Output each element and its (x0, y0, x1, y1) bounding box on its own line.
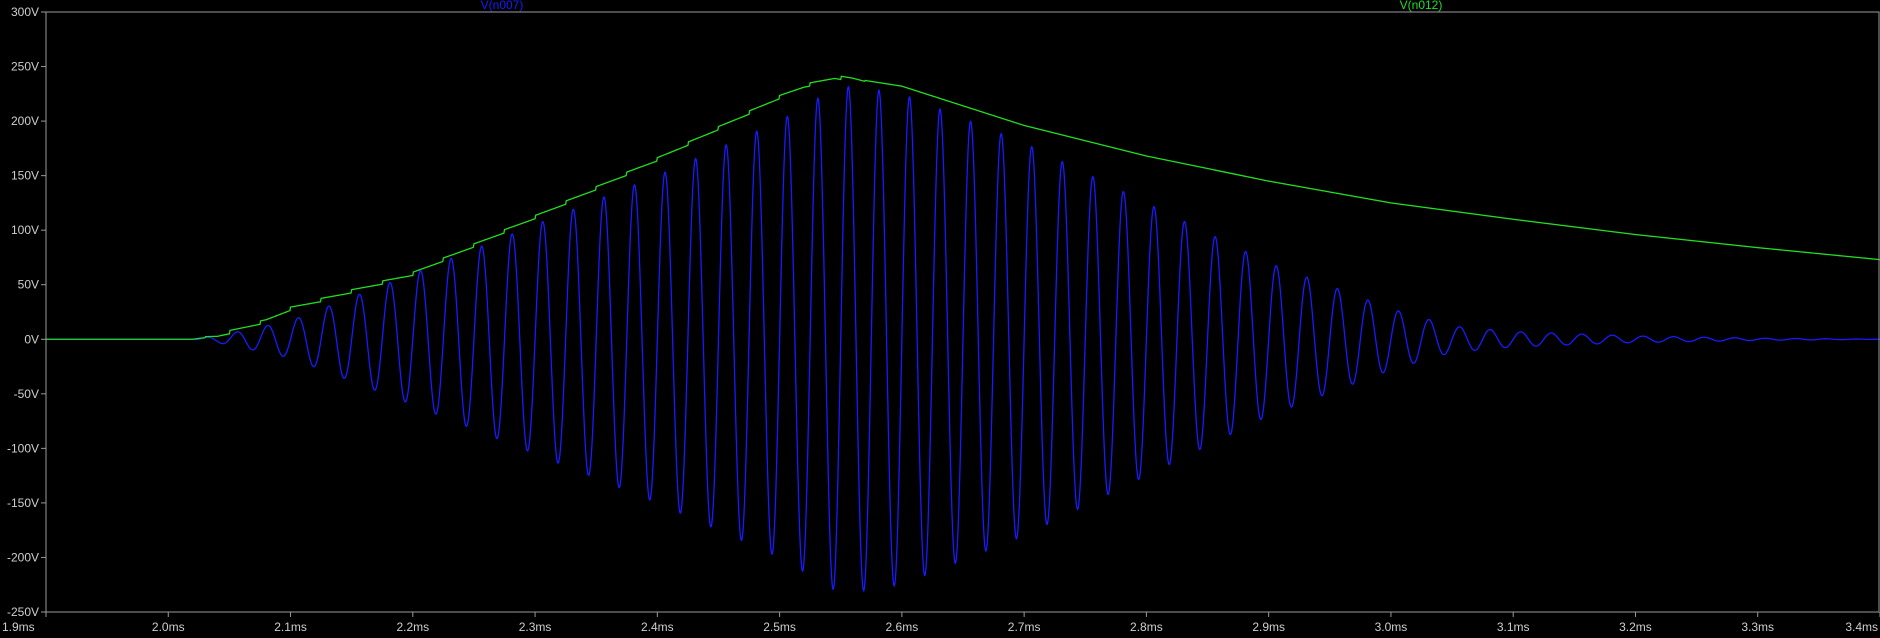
x-tick-label: 1.9ms (2, 620, 35, 634)
y-tick-label: 200V (11, 114, 39, 128)
x-tick-label: 2.3ms (519, 620, 552, 634)
y-tick-label: -150V (7, 496, 39, 510)
y-tick-label: 250V (11, 60, 39, 74)
x-tick-label: 3.4ms (1845, 620, 1878, 634)
y-tick-label: 0V (24, 332, 39, 346)
y-tick-label: 150V (11, 169, 39, 183)
y-tick-label: 300V (11, 5, 39, 19)
x-tick-label: 2.4ms (641, 620, 674, 634)
x-tick-label: 2.8ms (1130, 620, 1163, 634)
x-tick-label: 2.7ms (1008, 620, 1041, 634)
x-tick-label: 2.9ms (1252, 620, 1285, 634)
x-tick-label: 2.5ms (763, 620, 796, 634)
y-tick-label: -200V (7, 550, 39, 564)
x-tick-label: 2.1ms (274, 620, 307, 634)
x-tick-label: 3.0ms (1375, 620, 1408, 634)
y-tick-label: 100V (11, 223, 39, 237)
y-tick-label: 50V (18, 278, 39, 292)
x-tick-label: 2.6ms (886, 620, 919, 634)
x-tick-label: 3.2ms (1619, 620, 1652, 634)
legend-v-n012[interactable]: V(n012) (1400, 0, 1443, 12)
x-tick-label: 2.2ms (396, 620, 429, 634)
x-tick-label: 3.1ms (1497, 620, 1530, 634)
legend-v-n007[interactable]: V(n007) (481, 0, 524, 12)
y-tick-label: -100V (7, 441, 39, 455)
x-tick-label: 2.0ms (152, 620, 185, 634)
y-tick-label: -250V (7, 605, 39, 619)
x-tick-label: 3.3ms (1741, 620, 1774, 634)
y-tick-label: -50V (14, 387, 39, 401)
